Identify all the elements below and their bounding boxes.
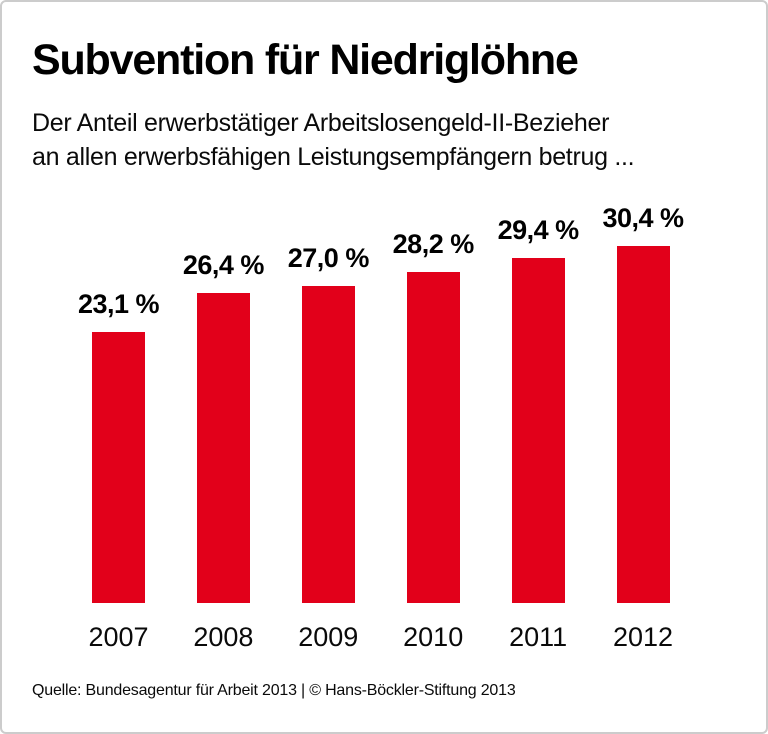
bar-value-label: 29,4 % <box>497 215 580 245</box>
x-axis-label: 2011 <box>509 622 568 652</box>
chart-subtitle: Der Anteil erwerbstätiger Arbeitslosenge… <box>32 109 635 171</box>
bar-value-label: 27,0 % <box>287 243 370 273</box>
bar-value-label: 23,1 % <box>77 289 160 319</box>
bar-value-label: 30,4 % <box>602 203 684 233</box>
bar-2012 <box>616 246 670 603</box>
bar-2009 <box>301 286 355 603</box>
bar-2010 <box>406 272 460 603</box>
chart-title: Subvention für Niedriglöhne <box>32 36 579 84</box>
x-axis-label: 2010 <box>403 622 464 652</box>
bar-2008 <box>196 293 250 603</box>
bar-2011 <box>511 258 565 603</box>
x-axis-label: 2012 <box>612 622 674 652</box>
source-line: Quelle: Bundesagentur für Arbeit 2013 | … <box>32 682 516 699</box>
x-axis-label: 2007 <box>88 622 149 652</box>
x-axis-label: 2009 <box>298 622 359 652</box>
bar-2007 <box>92 332 145 603</box>
x-axis-label: 2008 <box>193 622 254 652</box>
bar-value-label: 26,4 % <box>182 250 265 280</box>
bar-value-label: 28,2 % <box>392 229 475 259</box>
